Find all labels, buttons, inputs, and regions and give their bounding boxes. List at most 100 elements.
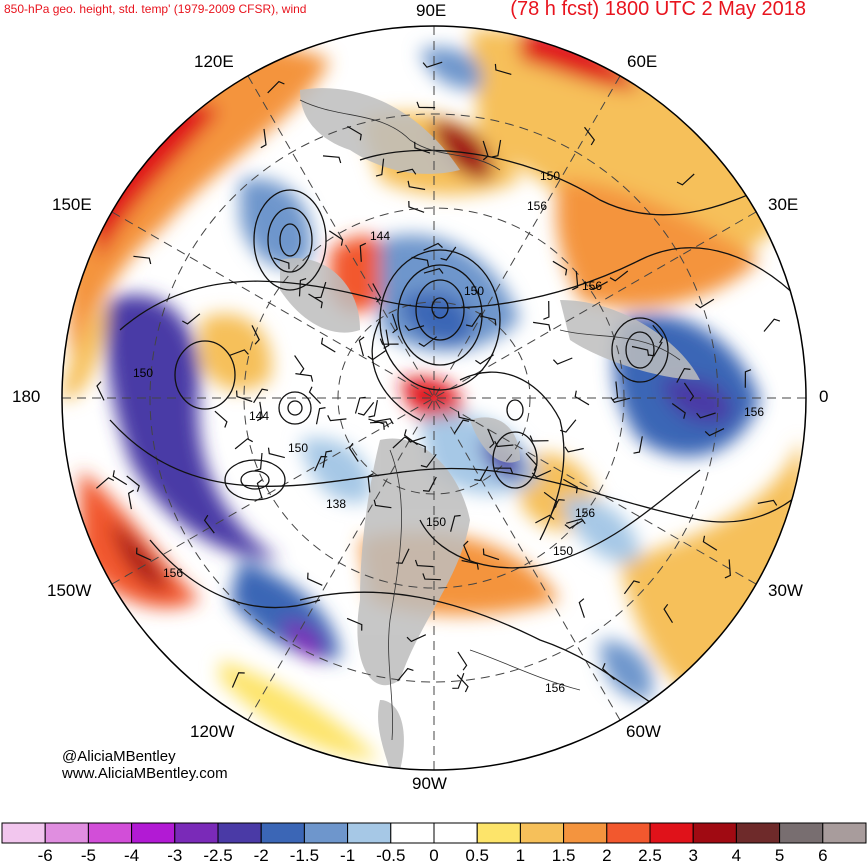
wind-barb [254,452,263,472]
wind-barb [457,411,475,422]
polar-map: 150 156 144 150 156 150 144 150 156 138 … [61,25,807,771]
colorbar-swatch [347,822,392,844]
wind-barb [267,80,285,94]
wind-barb [96,477,115,489]
wind-barb [463,540,471,561]
lon-label-120e: 120E [194,52,234,71]
wind-barb [397,667,414,682]
wind-barb [543,300,550,320]
wind-barb [676,367,691,383]
wind-barb [487,428,495,449]
wind-barb [347,125,362,141]
credit-handle: @AliciaMBentley [62,748,176,765]
wind-barb [609,270,629,282]
colorbar-swatch [606,822,651,844]
colorbar-tick-label: 0 [429,846,439,865]
wind-barb [474,466,489,482]
wind-barb [572,271,579,291]
colorbar-swatch [519,822,565,844]
contour-label: 156 [582,279,602,293]
colorbar-tick-label: -1 [340,846,356,865]
wind-barb [354,396,366,414]
wind-barb [368,399,378,418]
colorbar-swatch [87,822,133,844]
contour-label: 150 [464,284,484,298]
credit-site: www.AliciaMBentley.com [62,765,228,782]
wind-barb [294,355,305,375]
wind-barb [396,168,417,175]
colorbar-swatch [260,822,305,844]
wind-barb [663,603,674,624]
wind-barb [631,345,650,356]
colorbar-swatch [1,822,46,844]
wind-barb [550,498,565,515]
colorbar-tick-label: 2.5 [638,846,662,865]
wind-barb [231,672,245,688]
contour-label: 138 [326,497,346,511]
lon-label-150e: 150E [52,195,92,214]
wind-barb [406,436,426,443]
colorbar-swatch [217,822,262,844]
chart-title-right: (78 h fcst) 1800 UTC 2 May 2018 [510,0,806,20]
land-mask [280,88,700,770]
contour-value-labels: 150 156 144 150 156 150 144 150 156 138 … [133,169,764,695]
wind-barb [648,341,663,357]
wind-barb [574,390,590,406]
colorbar-swatch [649,822,694,844]
colorbar-swatch [563,822,608,844]
colorbar-tick-label: -0.5 [376,846,406,865]
colorbar-swatch [692,822,737,844]
wind-barb [314,281,327,299]
wind-barb [414,559,434,568]
contour-label: 150 [133,366,153,380]
wind-barb [612,381,619,401]
wind-barb [410,440,426,453]
wind-barbs [96,61,781,693]
colorbar-swatch [131,822,176,844]
colorbar-tick-label: 1.5 [551,846,576,865]
wind-barb [456,674,469,693]
wind-barb [623,580,640,595]
wind-barb [273,257,290,270]
wind-barb [452,672,465,689]
wind-barb [566,518,586,525]
height-contours [109,149,806,721]
contour-label: 150 [426,515,446,529]
wind-barb [406,634,427,643]
wind-barb [379,338,399,345]
wind-barb [525,452,538,471]
wind-barb [450,514,461,532]
wind-barb [704,428,725,437]
wind-barb [373,499,392,509]
colorbar-tick-label: -2.5 [203,846,233,865]
colorbar-tick-label: 1 [515,846,526,865]
wind-barb [322,450,333,468]
colorbar-tick-label: 5 [774,846,785,865]
wind-barb [610,397,631,403]
colorbar-tick-label: 2 [602,846,612,865]
wind-barb [182,313,201,325]
lon-label-30w: 30W [768,581,803,600]
wind-barb [359,242,367,262]
contour-label: 156 [545,681,565,695]
wind-barb [383,329,390,349]
colorbar-swatch [735,822,781,844]
wind-barb [552,260,568,276]
wind-barb [358,336,365,357]
wind-barb [683,382,695,402]
wind-barb [126,475,140,492]
wind-barb [357,402,375,416]
wind-barb [229,349,249,357]
wind-barb [368,418,385,430]
wind-barb [251,325,260,345]
lon-label-150w: 150W [47,581,92,600]
wind-barb [588,281,608,291]
wind-barb [423,268,444,274]
wind-barb [552,357,573,365]
wind-barb [422,476,437,492]
wind-barb [696,412,716,419]
lon-label-60w: 60W [626,722,661,741]
wind-barb [652,324,664,344]
contour-label: 150 [540,169,560,183]
contour-label: 150 [288,441,308,455]
